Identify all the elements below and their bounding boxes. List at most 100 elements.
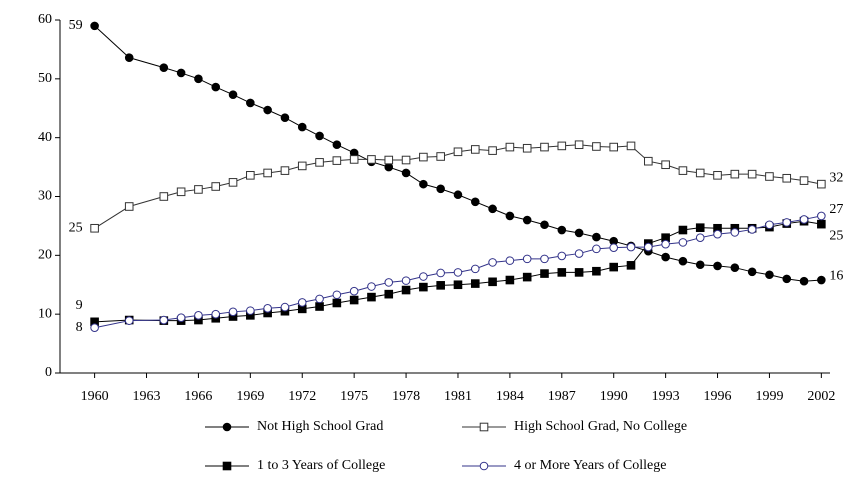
marker — [609, 243, 619, 252]
x-tick-label: 1972 — [288, 389, 316, 404]
marker — [505, 211, 515, 221]
y-tick-label: 60 — [38, 12, 52, 27]
marker — [159, 315, 169, 325]
marker — [730, 263, 740, 272]
marker — [505, 275, 515, 285]
marker — [384, 278, 394, 287]
marker — [222, 461, 232, 471]
marker — [263, 105, 272, 115]
marker — [644, 242, 653, 252]
y-tick-label: 0 — [45, 365, 52, 380]
marker — [367, 282, 376, 291]
x-tick-label: 1963 — [133, 389, 161, 404]
marker — [609, 142, 619, 152]
marker — [401, 285, 411, 295]
marker — [280, 113, 290, 122]
marker — [228, 178, 238, 187]
marker — [315, 158, 324, 167]
marker — [574, 249, 584, 258]
marker — [817, 275, 826, 285]
marker — [470, 145, 480, 154]
legend-item: 4 or More Years of College — [462, 458, 666, 473]
marker — [626, 261, 636, 270]
marker — [332, 156, 342, 165]
marker — [661, 252, 670, 262]
marker — [315, 302, 324, 311]
marker — [367, 292, 376, 302]
marker — [263, 303, 272, 313]
marker — [90, 223, 99, 233]
marker — [799, 215, 809, 224]
marker — [522, 215, 532, 225]
marker — [488, 146, 497, 155]
marker — [678, 225, 688, 235]
x-tick-label: 2002 — [807, 389, 835, 404]
marker — [626, 141, 636, 151]
value-label: 32 — [829, 170, 843, 185]
marker — [124, 202, 134, 211]
marker — [211, 182, 221, 191]
marker — [695, 223, 705, 232]
marker — [488, 204, 497, 214]
marker — [574, 228, 584, 238]
marker — [401, 155, 411, 165]
marker — [453, 280, 463, 290]
x-tick-label: 1984 — [496, 389, 524, 404]
y-tick-label: 10 — [38, 306, 52, 321]
marker — [384, 289, 394, 299]
marker — [436, 184, 445, 194]
marker — [488, 258, 497, 267]
series-line — [94, 144, 822, 229]
marker — [90, 323, 99, 332]
marker — [557, 251, 567, 261]
marker — [540, 254, 549, 264]
value-label: 9 — [76, 298, 83, 313]
marker — [695, 168, 705, 178]
marker — [730, 228, 740, 237]
marker — [592, 142, 601, 151]
marker — [280, 302, 290, 312]
marker — [661, 160, 670, 170]
x-tick-label: 1987 — [548, 389, 576, 404]
marker — [263, 168, 272, 178]
marker — [453, 190, 463, 200]
marker — [522, 254, 532, 264]
marker — [384, 155, 394, 165]
marker — [194, 311, 203, 320]
marker — [453, 147, 463, 157]
marker — [557, 141, 567, 151]
marker — [713, 261, 722, 271]
marker — [436, 281, 445, 290]
marker — [765, 172, 774, 181]
value-label: 25 — [69, 220, 83, 235]
marker — [419, 272, 428, 281]
x-tick-label: 1993 — [652, 389, 680, 404]
marker — [747, 225, 757, 234]
y-tick-label: 40 — [38, 130, 52, 145]
x-tick-label: 1975 — [340, 389, 368, 404]
marker — [453, 268, 463, 277]
marker — [678, 256, 688, 266]
marker — [505, 142, 515, 152]
marker — [159, 63, 169, 72]
marker — [713, 171, 722, 180]
x-tick-label: 1960 — [81, 389, 109, 404]
marker — [782, 274, 792, 284]
legend-item: 1 to 3 Years of College — [205, 458, 385, 473]
marker — [211, 309, 221, 319]
marker — [644, 156, 653, 166]
marker — [470, 279, 480, 288]
marker — [678, 166, 688, 175]
marker — [592, 232, 601, 242]
marker — [817, 219, 826, 229]
marker — [124, 316, 134, 325]
value-label: 59 — [69, 18, 83, 33]
marker — [695, 233, 705, 242]
value-label: 25 — [829, 228, 843, 243]
marker — [436, 268, 445, 278]
x-tick-label: 1999 — [755, 389, 783, 404]
x-tick-label: 1966 — [184, 389, 212, 404]
marker — [678, 238, 688, 247]
